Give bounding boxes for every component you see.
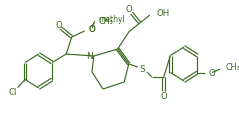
Text: N: N	[86, 52, 92, 61]
Text: Cl: Cl	[9, 87, 17, 96]
Text: S: S	[140, 65, 146, 74]
Text: O: O	[55, 20, 62, 29]
Text: CH₃: CH₃	[98, 16, 113, 25]
Text: O: O	[125, 5, 132, 14]
Text: O: O	[88, 25, 95, 34]
Text: CH₃: CH₃	[225, 62, 239, 71]
Text: O: O	[160, 92, 167, 101]
Text: O: O	[208, 68, 215, 77]
Text: OH: OH	[156, 9, 170, 18]
Text: methyl: methyl	[98, 15, 125, 24]
Text: O: O	[88, 25, 95, 34]
